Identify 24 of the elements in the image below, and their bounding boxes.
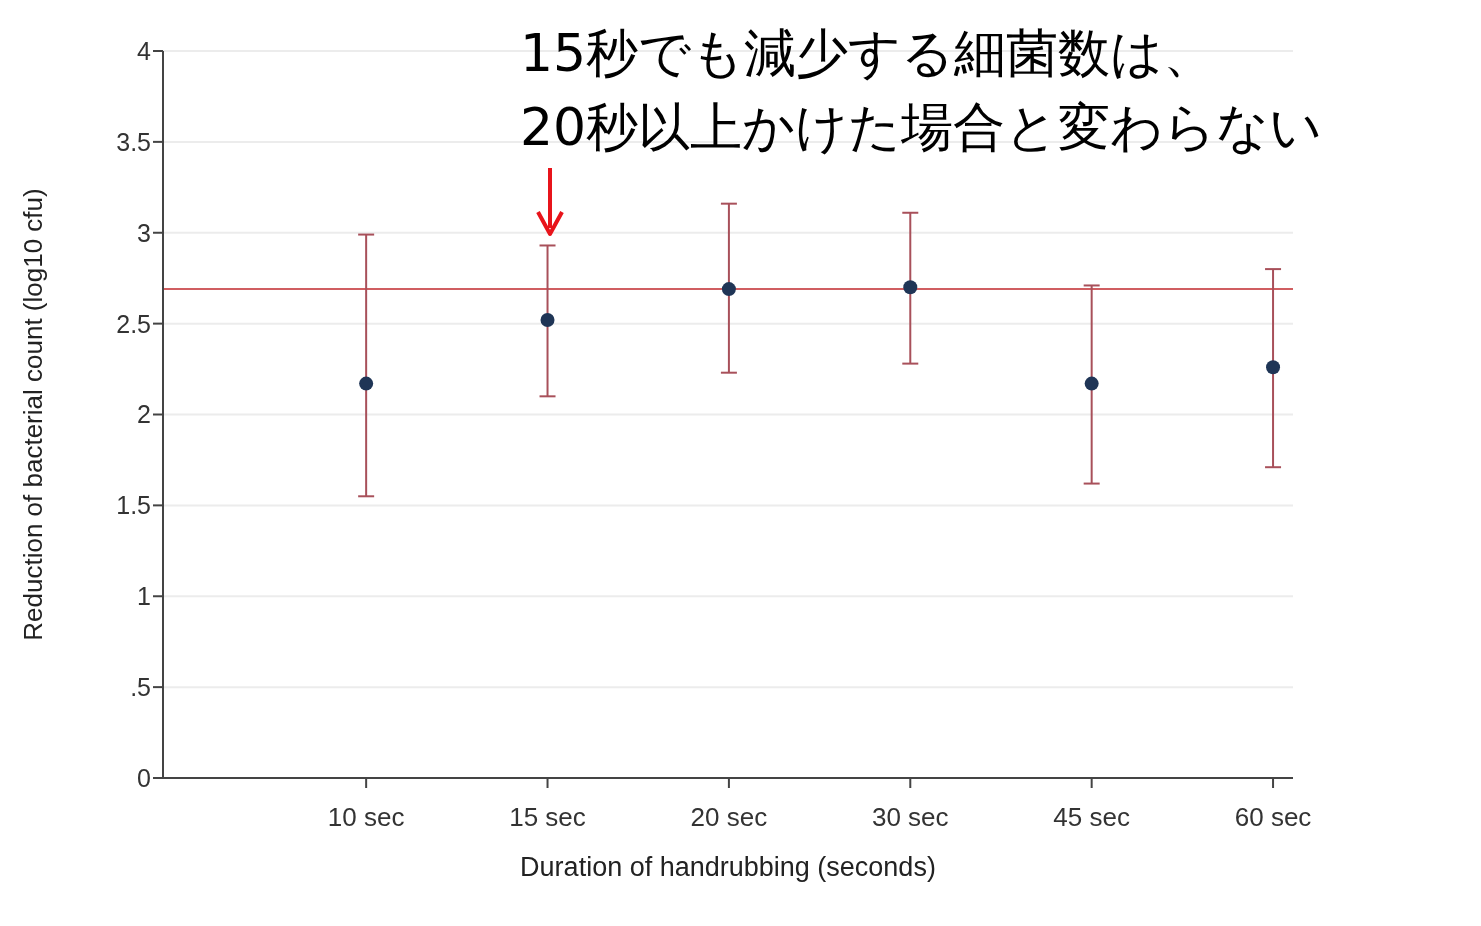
- y-axis-title: Reduction of bacterial count (log10 cfu): [18, 188, 49, 641]
- y-tick-label: 2: [137, 400, 151, 429]
- y-tick-label: 0: [137, 763, 151, 792]
- point: [721, 282, 736, 297]
- y-tick-label: 1: [137, 582, 151, 611]
- point: [1266, 360, 1281, 375]
- y-tick-label: 2.5: [116, 309, 151, 338]
- x-tick-label: 30 sec: [871, 802, 949, 833]
- x-tick-label: 15 sec: [509, 802, 586, 833]
- point: [903, 280, 918, 295]
- x-tick-label: 45 sec: [1053, 802, 1130, 833]
- x-axis-title: Duration of handrubbing (seconds): [520, 852, 936, 882]
- point: [540, 312, 555, 327]
- y-tick-label: 3: [137, 218, 151, 247]
- x-tick-label: 10 sec: [327, 802, 405, 833]
- y-tick-label: 1.5: [116, 491, 151, 520]
- y-tick-label: 4: [137, 36, 152, 65]
- point: [359, 376, 374, 391]
- y-tick-label: .5: [130, 673, 151, 701]
- x-tick-label: 60 sec: [1234, 802, 1312, 833]
- y-tick-label: 3.5: [116, 127, 151, 156]
- point: [1084, 376, 1099, 391]
- x-tick-label: 20 sec: [690, 802, 768, 833]
- annotation: 15秒でも減少する細菌数は、 20秒以上かけた場合と変わらない: [520, 22, 1323, 159]
